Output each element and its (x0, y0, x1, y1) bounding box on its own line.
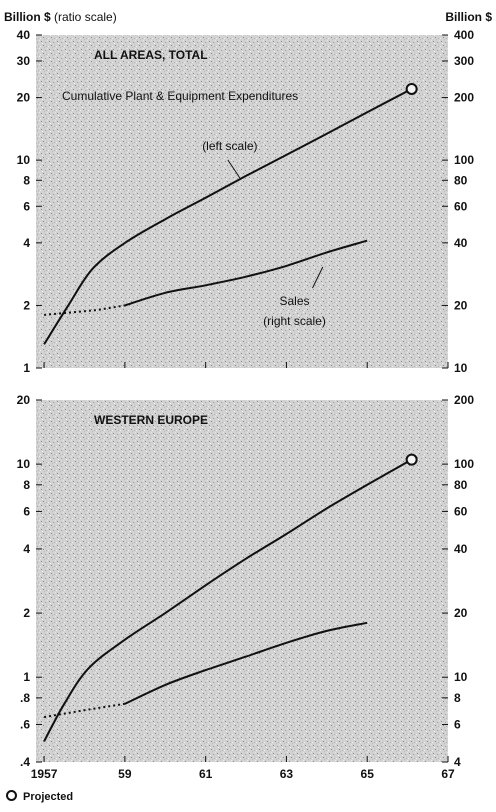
y-tick-label-left: 1 (23, 361, 30, 375)
x-tick-label: 61 (199, 767, 213, 781)
y-tick-label-left: 20 (17, 393, 31, 407)
y-tick-label-right: 200 (454, 393, 474, 407)
legend-projected-label: Projected (23, 791, 74, 803)
y-tick-label-right: 60 (454, 199, 468, 213)
y-tick-label-left: 2 (23, 298, 30, 312)
plot-area-1 (36, 35, 448, 368)
subtitle: Cumulative Plant & Equipment Expenditure… (62, 89, 298, 103)
left-scale-note: (left scale) (202, 139, 257, 153)
legend: Projected (6, 790, 73, 803)
y-tick-label-right: 60 (454, 504, 468, 518)
projected-marker (405, 82, 418, 95)
x-tick-label: 1957 (31, 767, 58, 781)
y-tick-label-right: 10 (454, 361, 468, 375)
projected-marker (405, 453, 418, 466)
right-axis-unit: Billion $ (445, 10, 492, 24)
y-tick-label-right: 100 (454, 457, 474, 471)
panel-title-1: ALL AREAS, TOTAL (94, 48, 208, 62)
y-tick-label-left: 20 (17, 91, 31, 105)
y-tick-label-right: 100 (454, 153, 474, 167)
y-tick-label-right: 20 (454, 298, 468, 312)
y-tick-label-left: 4 (23, 542, 30, 556)
projected-marker-icon (6, 790, 17, 801)
y-tick-label-left: 2 (23, 606, 30, 620)
sales-label: Sales (279, 294, 309, 308)
ratio-scale-note: (ratio scale) (54, 10, 117, 24)
left-scale-pointer (227, 159, 241, 179)
x-tick-label: 63 (280, 767, 294, 781)
y-tick-label-right: 80 (454, 478, 468, 492)
y-tick-label-right: 80 (454, 173, 468, 187)
series-1-sales-line (124, 239, 368, 307)
series-2-sales-dotted-line (43, 702, 126, 719)
y-tick-label-left: 8 (23, 173, 30, 187)
y-tick-label-left: .8 (20, 691, 30, 705)
y-tick-label-left: 30 (17, 54, 31, 68)
y-tick-label-left: 10 (17, 153, 31, 167)
y-tick-label-left: .4 (20, 755, 30, 769)
panel-title-2: WESTERN EUROPE (94, 413, 208, 427)
y-tick-label-left: 6 (23, 199, 30, 213)
y-tick-label-right: 300 (454, 54, 474, 68)
y-tick-label-left: 1 (23, 670, 30, 684)
y-tick-label-right: 6 (454, 717, 461, 731)
y-tick-label-left: 40 (17, 28, 31, 42)
y-tick-label-right: 4 (454, 755, 461, 769)
y-tick-label-right: 40 (454, 236, 468, 250)
y-tick-label-right: 40 (454, 542, 468, 556)
series-1-expenditures-line (43, 88, 413, 345)
x-tick-label: 59 (118, 767, 132, 781)
y-tick-label-left: 8 (23, 478, 30, 492)
right-scale-note: (right scale) (263, 314, 326, 328)
sales-pointer (312, 266, 324, 289)
y-tick-label-right: 10 (454, 670, 468, 684)
y-tick-label-left: .6 (20, 717, 30, 731)
y-tick-label-right: 20 (454, 606, 468, 620)
y-tick-label-right: 8 (454, 691, 461, 705)
left-axis-unit: Billion $ (4, 10, 51, 24)
x-tick-label: 67 (441, 767, 455, 781)
x-tick-label: 65 (361, 767, 375, 781)
y-tick-label-left: 4 (23, 236, 30, 250)
y-tick-label-right: 200 (454, 91, 474, 105)
plot-area-2 (36, 400, 448, 762)
series-2-expenditures-line (43, 458, 413, 742)
y-tick-label-left: 6 (23, 504, 30, 518)
y-tick-label-left: 10 (17, 457, 31, 471)
series-2-sales-line (124, 621, 368, 705)
y-tick-label-right: 400 (454, 28, 474, 42)
series-1-sales-dotted-line (44, 304, 126, 316)
